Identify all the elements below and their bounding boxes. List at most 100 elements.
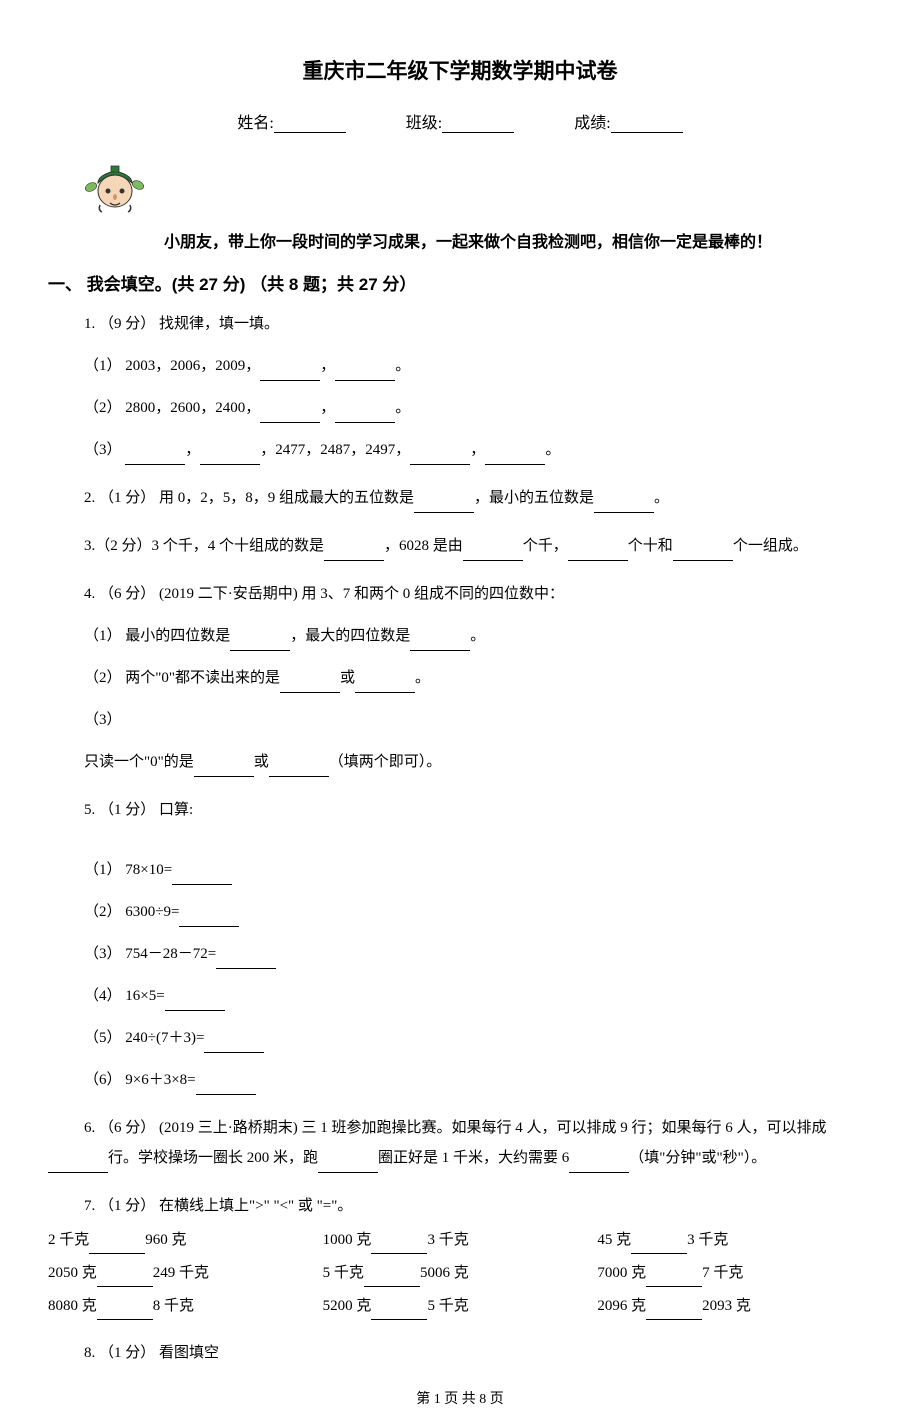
blank	[410, 449, 470, 465]
q6-a: 6. （6 分） (2019 三上·路桥期末) 三 1 班参加跑操比赛。如果每行…	[84, 1120, 827, 1136]
q7-head: 7. （1 分） 在横线上填上">" "<" 或 "="。	[48, 1191, 872, 1221]
q3-a: 3.（2 分）3 个千，4 个十组成的数是	[84, 538, 324, 554]
q5-1: （1） 78×10=	[84, 862, 172, 878]
blank	[568, 545, 628, 561]
q4-1-a: （1） 最小的四位数是	[84, 628, 230, 644]
q4-4-c: （填两个即可）。	[329, 754, 442, 770]
q4-3: （3）	[84, 705, 872, 735]
cmp-left: 5200 克	[323, 1298, 372, 1314]
q4-2-b: 或	[340, 670, 355, 686]
q5-4: （4） 16×5=	[84, 988, 165, 1004]
blank	[335, 365, 395, 381]
q1-head: 1. （9 分） 找规律，填一填。	[84, 309, 872, 339]
encouragement-text: 小朋友，带上你一段时间的学习成果，一起来做个自我检测吧，相信你一定是最棒的！	[48, 228, 872, 252]
blank	[194, 761, 254, 777]
cmp-left: 2096 克	[597, 1298, 646, 1314]
cmp-right: 7 千克	[702, 1265, 743, 1281]
cmp-left: 45 克	[597, 1232, 631, 1248]
q1-3-b: ，	[185, 442, 200, 458]
q6-b: 行。学校操场一圈长 200 米，跑	[108, 1150, 318, 1166]
blank	[165, 995, 225, 1011]
q3-d: 个十和	[628, 538, 673, 554]
q6-d: （填"分钟"或"秒"）。	[629, 1150, 766, 1166]
blank	[260, 365, 320, 381]
question-3: 3.（2 分）3 个千，4 个十组成的数是 ，6028 是由 个千， 个十和 个一组成。	[48, 531, 872, 561]
cmp-right: 2093 克	[702, 1298, 751, 1314]
name-blank	[274, 117, 346, 133]
cmp-right: 5006 克	[420, 1265, 469, 1281]
q4-2-a: （2） 两个"0"都不读出来的是	[84, 670, 280, 686]
question-1: 1. （9 分） 找规律，填一填。 （1） 2003，2006，2009，，。 …	[48, 309, 872, 465]
q3-c: 个千，	[523, 538, 568, 554]
q4-4-a: 只读一个"0"的是	[84, 754, 194, 770]
q5-5: （5） 240÷(7＋3)=	[84, 1030, 204, 1046]
q3-b: ，6028 是由	[384, 538, 463, 554]
blank	[355, 677, 415, 693]
blank	[646, 1271, 702, 1287]
q4-4-b: 或	[254, 754, 269, 770]
q1-1-b: ，	[320, 358, 335, 374]
blank	[673, 545, 733, 561]
question-4: 4. （6 分） (2019 二下·安岳期中) 用 3、7 和两个 0 组成不同…	[48, 579, 872, 777]
q1-1-a: （1） 2003，2006，2009，	[84, 358, 260, 374]
q6-c: 圈正好是 1 千米，大约需要 6	[378, 1150, 569, 1166]
section-1-header: 一、 我会填空。(共 27 分) （共 8 题；共 27 分）	[48, 270, 872, 295]
q1-2-a: （2） 2800，2600，2400，	[84, 400, 260, 416]
blank	[125, 449, 185, 465]
q2-b: ，最小的五位数是	[474, 490, 594, 506]
cmp-left: 2050 克	[48, 1265, 97, 1281]
question-2: 2. （1 分） 用 0，2，5，8，9 组成最大的五位数是，最小的五位数是。	[48, 483, 872, 513]
blank	[89, 1238, 145, 1254]
question-5: 5. （1 分） 口算: （1） 78×10= （2） 6300÷9= （3） …	[48, 795, 872, 1095]
blank	[364, 1271, 420, 1287]
blank	[269, 761, 329, 777]
q1-1-c: 。	[395, 358, 410, 374]
q5-3: （3） 754－28－72=	[84, 946, 216, 962]
q4-1-c: 。	[470, 628, 485, 644]
q2-a: 2. （1 分） 用 0，2，5，8，9 组成最大的五位数是	[84, 490, 414, 506]
blank	[414, 497, 474, 513]
q1-2-b: ，	[320, 400, 335, 416]
q8-head: 8. （1 分） 看图填空	[84, 1338, 872, 1368]
cmp-right: 249 千克	[153, 1265, 209, 1281]
score-label: 成绩:	[574, 115, 610, 132]
blank	[410, 635, 470, 651]
q4-2-c: 。	[415, 670, 430, 686]
class-label: 班级:	[406, 115, 442, 132]
cmp-right: 960 克	[145, 1232, 186, 1248]
blank	[97, 1271, 153, 1287]
blank	[204, 1037, 264, 1053]
cmp-right: 8 千克	[153, 1298, 194, 1314]
blank	[196, 1079, 256, 1095]
exam-title: 重庆市二年级下学期数学期中试卷	[48, 55, 872, 85]
q5-6: （6） 9×6＋3×8=	[84, 1072, 196, 1088]
page-footer: 第 1 页 共 8 页	[48, 1388, 872, 1408]
blank	[179, 911, 239, 927]
cmp-right: 3 千克	[427, 1232, 468, 1248]
blank	[371, 1304, 427, 1320]
question-6: 6. （6 分） (2019 三上·路桥期末) 三 1 班参加跑操比赛。如果每行…	[48, 1113, 872, 1173]
q1-3-e: 。	[545, 442, 560, 458]
blank	[485, 449, 545, 465]
q3-e: 个一组成。	[733, 538, 808, 554]
blank	[324, 545, 384, 561]
cmp-left: 1000 克	[323, 1232, 372, 1248]
cmp-left: 8080 克	[48, 1298, 97, 1314]
cartoon-image	[80, 157, 150, 217]
cmp-left: 5 千克	[323, 1265, 364, 1281]
cmp-right: 3 千克	[687, 1232, 728, 1248]
blank	[216, 953, 276, 969]
question-8: 8. （1 分） 看图填空	[48, 1338, 872, 1368]
cmp-left: 7000 克	[597, 1265, 646, 1281]
blank	[172, 869, 232, 885]
q5-2: （2） 6300÷9=	[84, 904, 179, 920]
blank	[280, 677, 340, 693]
blank	[318, 1157, 378, 1173]
blank	[335, 407, 395, 423]
blank	[230, 635, 290, 651]
blank	[463, 545, 523, 561]
q1-2-c: 。	[395, 400, 410, 416]
blank	[646, 1304, 702, 1320]
q4-1-b: ，最大的四位数是	[290, 628, 410, 644]
blank	[97, 1304, 153, 1320]
